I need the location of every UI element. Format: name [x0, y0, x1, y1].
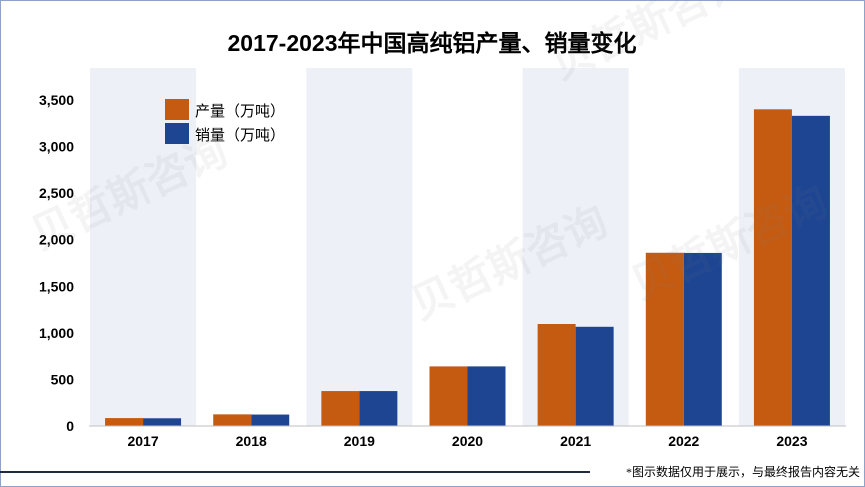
- bars: [105, 109, 830, 427]
- legend-label-sales: 销量（万吨）: [195, 127, 285, 144]
- category-band: [90, 68, 197, 426]
- y-tick-label: 3,500: [39, 92, 74, 108]
- y-tick-label: 2,500: [39, 185, 74, 201]
- legend: 产量（万吨） 销量（万吨）: [165, 99, 285, 144]
- y-tick-label: 3,000: [39, 139, 74, 155]
- category-band: [306, 68, 413, 426]
- bar-production-2023: [753, 109, 792, 427]
- y-tick-labels: 0 500 1,000 1,500 2,000 2,500 3,000 3,500: [39, 92, 74, 434]
- x-tick-label: 2022: [668, 433, 699, 449]
- x-tick-label: 2019: [344, 433, 375, 449]
- bar-sales-2018: [251, 414, 290, 426]
- x-tick-label: 2021: [560, 433, 591, 449]
- y-tick-label: 0: [66, 418, 74, 434]
- footnote: *图示数据仅用于展示，与最终报告内容无关: [626, 464, 860, 479]
- x-tick-label: 2020: [452, 433, 483, 449]
- legend-swatch-sales: [165, 123, 189, 144]
- legend-swatch-production: [165, 99, 189, 120]
- bar-production-2021: [537, 324, 576, 426]
- bar-sales-2020: [467, 366, 506, 426]
- bar-sales-2021: [575, 326, 614, 426]
- y-tick-label: 500: [51, 371, 75, 387]
- bar-sales-2023: [791, 115, 830, 426]
- legend-label-production: 产量（万吨）: [195, 103, 285, 120]
- y-tick-label: 1,000: [39, 325, 74, 341]
- bar-sales-2019: [359, 391, 398, 426]
- bar-sales-2022: [683, 252, 722, 426]
- y-tick-label: 2,000: [39, 232, 74, 248]
- chart-title: 2017-2023年中国高纯铝产量、销量变化: [228, 30, 637, 56]
- bar-production-2018: [213, 414, 252, 426]
- bar-sales-2017: [143, 418, 182, 426]
- x-tick-labels: 2017 2018 2019 2020 2021 2022 2023: [127, 433, 807, 449]
- x-tick-label: 2023: [776, 433, 807, 449]
- bar-production-2020: [429, 366, 468, 426]
- x-tick-label: 2018: [236, 433, 267, 449]
- bar-production-2022: [645, 252, 684, 426]
- y-tick-label: 1,500: [39, 278, 74, 294]
- x-tick-label: 2017: [127, 433, 158, 449]
- bar-production-2017: [105, 418, 144, 426]
- bar-production-2019: [321, 391, 360, 426]
